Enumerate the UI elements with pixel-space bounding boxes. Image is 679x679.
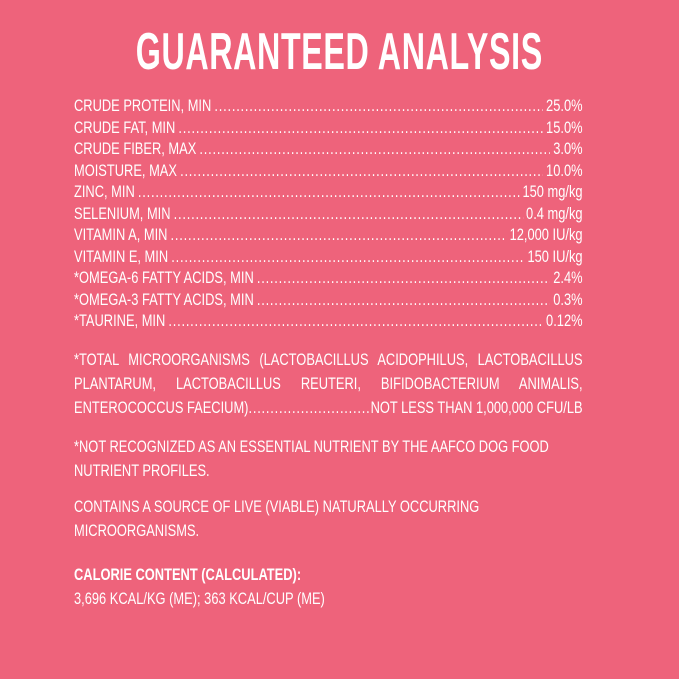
analysis-row: ZINC, MIN 150 mg/kg (74, 182, 583, 204)
microorganisms-statement: *TOTAL MICROORGANISMS (LACTOBACILLUS ACI… (74, 348, 583, 420)
nutrient-value: 0.3% (553, 290, 583, 309)
calorie-value: 3,696 KCAL/KG (ME); 363 KCAL/CUP (ME) (74, 589, 325, 608)
microorganisms-label: ENTEROCOCCUS FAECIUM) (74, 398, 249, 417)
analysis-row: VITAMIN E, MIN 150 IU/kg (74, 247, 583, 269)
microorganisms-value: NOT LESS THAN 1,000,000 CFU/LB (370, 398, 583, 417)
dot-leader (214, 96, 543, 118)
analysis-table: CRUDE PROTEIN, MIN 25.0% CRUDE FAT, MIN 15.… (74, 96, 583, 333)
dot-leader (180, 161, 543, 183)
analysis-content: CRUDE PROTEIN, MIN 25.0% CRUDE FAT, MIN 15.… (74, 96, 583, 611)
nutrient-label: CRUDE FIBER, MAX (74, 140, 197, 158)
dot-leader (171, 225, 507, 247)
dot-leader (257, 290, 550, 312)
page-title: GUARANTEED ANALYSIS (135, 23, 544, 81)
calorie-heading: CALORIE CONTENT (CALCULATED): (74, 565, 302, 584)
nutrient-value: 150 mg/kg (522, 183, 583, 201)
nutrient-label: CRUDE PROTEIN, MIN (74, 97, 212, 115)
nutrient-value: 10.0% (546, 161, 583, 180)
analysis-row: *TAURINE, MIN 0.12% (74, 311, 583, 333)
nutrient-label: *TAURINE, MIN (74, 312, 166, 330)
dot-leader (138, 182, 519, 204)
nutrient-label: MOISTURE, MAX (74, 161, 177, 180)
analysis-row: *OMEGA-6 FATTY ACIDS, MIN 2.4% (74, 268, 583, 290)
dot-leader (171, 247, 524, 269)
nutrient-label: VITAMIN A, MIN (74, 226, 168, 244)
dot-leader (257, 268, 550, 290)
nutrient-value: 0.4 mg/kg (526, 204, 583, 223)
nutrient-label: *OMEGA-3 FATTY ACIDS, MIN (74, 290, 254, 309)
microorganisms-text: *TOTAL MICROORGANISMS (LACTOBACILLUS ACI… (74, 350, 583, 393)
analysis-row: *OMEGA-3 FATTY ACIDS, MIN 0.3% (74, 290, 583, 312)
analysis-row: SELENIUM, MIN 0.4 mg/kg (74, 204, 583, 226)
dot-leader (174, 204, 523, 226)
nutrient-value: 2.4% (553, 269, 583, 287)
nutrient-value: 25.0% (546, 97, 583, 115)
dot-leader: ........................................… (248, 398, 371, 417)
dot-leader (199, 139, 550, 161)
nutrient-value: 150 IU/kg (527, 247, 583, 266)
dot-leader (178, 118, 543, 140)
dot-leader (168, 311, 543, 333)
nutrient-label: CRUDE FAT, MIN (74, 118, 176, 137)
nutrient-value: 12,000 IU/kg (509, 226, 583, 244)
nutrient-value: 3.0% (553, 140, 583, 158)
nutrient-value: 0.12% (546, 312, 583, 330)
nutrient-label: ZINC, MIN (74, 183, 135, 201)
aafco-note: *NOT RECOGNIZED AS AN ESSENTIAL NUTRIENT… (74, 437, 549, 480)
analysis-row: CRUDE PROTEIN, MIN 25.0% (74, 96, 583, 118)
analysis-row: VITAMIN A, MIN 12,000 IU/kg (74, 225, 583, 247)
analysis-row: CRUDE FAT, MIN 15.0% (74, 118, 583, 140)
nutrient-label: *OMEGA-6 FATTY ACIDS, MIN (74, 269, 254, 287)
nutrient-label: VITAMIN E, MIN (74, 247, 169, 266)
nutrient-label: SELENIUM, MIN (74, 204, 171, 223)
live-microorganisms-note: CONTAINS A SOURCE OF LIVE (VIABLE) NATUR… (74, 497, 480, 540)
analysis-row: MOISTURE, MAX 10.0% (74, 161, 583, 183)
nutrient-value: 15.0% (546, 118, 583, 137)
analysis-row: CRUDE FIBER, MAX 3.0% (74, 139, 583, 161)
